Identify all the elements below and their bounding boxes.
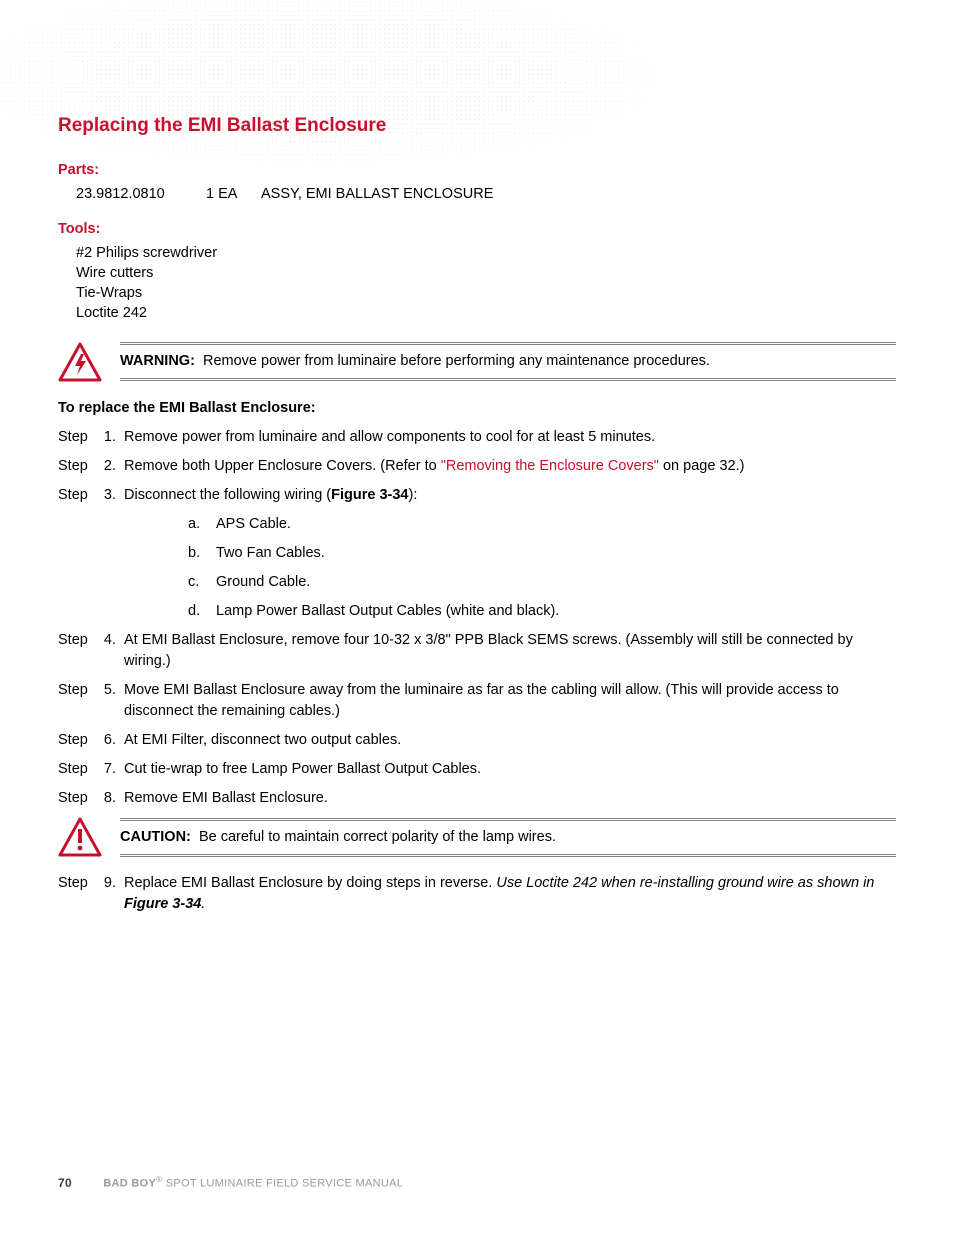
sub-text: Ground Cable. [216, 572, 896, 593]
tool-item: Wire cutters [76, 263, 896, 283]
tools-list: #2 Philips screwdriver Wire cutters Tie-… [58, 243, 896, 324]
step-num: 1. [98, 427, 124, 448]
step-word: Step [58, 427, 98, 448]
tools-label: Tools: [58, 219, 896, 240]
step-word: Step [58, 456, 98, 477]
footer-tail: SPOT LUMINAIRE FIELD SERVICE MANUAL [162, 1178, 403, 1190]
step-2-pre: Remove both Upper Enclosure Covers. (Ref… [124, 458, 441, 474]
step-text: At EMI Ballast Enclosure, remove four 10… [124, 630, 896, 672]
step-9-italic-post: . [201, 896, 205, 912]
page-content: Replacing the EMI Ballast Enclosure Part… [0, 0, 954, 915]
step-3-post: ): [408, 487, 417, 503]
sub-text: APS Cable. [216, 514, 896, 535]
parts-block: Parts: 23.9812.0810 1 EA ASSY, EMI BALLA… [58, 160, 896, 205]
step-word: Step [58, 873, 98, 915]
step-num: 2. [98, 456, 124, 477]
page-footer: 70 BAD BOY® SPOT LUMINAIRE FIELD SERVICE… [58, 1174, 403, 1193]
part-desc: ASSY, EMI BALLAST ENCLOSURE [261, 184, 493, 205]
footer-brand: BAD BOY [103, 1178, 156, 1190]
step-text: Remove both Upper Enclosure Covers. (Ref… [124, 456, 896, 477]
warning-label: WARNING: [120, 353, 195, 369]
step-1: Step 1. Remove power from luminaire and … [58, 427, 896, 448]
step-word: Step [58, 680, 98, 722]
parts-label: Parts: [58, 160, 896, 181]
parts-row: 23.9812.0810 1 EA ASSY, EMI BALLAST ENCL… [58, 184, 896, 205]
part-qty: 1 EA [206, 184, 261, 205]
sub-letter: d. [188, 601, 216, 622]
step-4: Step 4. At EMI Ballast Enclosure, remove… [58, 630, 896, 672]
step-text: Remove EMI Ballast Enclosure. [124, 788, 896, 809]
step-num: 9. [98, 873, 124, 915]
sub-text: Lamp Power Ballast Output Cables (white … [216, 601, 896, 622]
step-text: At EMI Filter, disconnect two output cab… [124, 730, 896, 751]
sub-text: Two Fan Cables. [216, 543, 896, 564]
xref-enclosure-covers[interactable]: "Removing the Enclosure Covers" [441, 458, 659, 474]
caution-label: CAUTION: [120, 829, 191, 845]
sub-letter: c. [188, 572, 216, 593]
sub-letter: b. [188, 543, 216, 564]
step-2-post: on page 32.) [659, 458, 744, 474]
step-3: Step 3. Disconnect the following wiring … [58, 485, 896, 506]
step-3b: b.Two Fan Cables. [58, 543, 896, 564]
step-text: Move EMI Ballast Enclosure away from the… [124, 680, 896, 722]
step-9-italic-pre: Use Loctite 242 when re-installing groun… [496, 875, 874, 891]
step-2: Step 2. Remove both Upper Enclosure Cove… [58, 456, 896, 477]
step-8: Step 8. Remove EMI Ballast Enclosure. [58, 788, 896, 809]
sub-letter: a. [188, 514, 216, 535]
step-6: Step 6. At EMI Filter, disconnect two ou… [58, 730, 896, 751]
step-word: Step [58, 788, 98, 809]
step-word: Step [58, 630, 98, 672]
figure-ref: Figure 3-34 [331, 487, 408, 503]
step-text: Cut tie-wrap to free Lamp Power Ballast … [124, 759, 896, 780]
step-num: 4. [98, 630, 124, 672]
step-9-plain: Replace EMI Ballast Enclosure by doing s… [124, 875, 496, 891]
warning-text: WARNING: Remove power from luminaire bef… [120, 342, 896, 381]
step-3c: c.Ground Cable. [58, 572, 896, 593]
section-title: Replacing the EMI Ballast Enclosure [58, 112, 896, 140]
procedure-heading: To replace the EMI Ballast Enclosure: [58, 398, 896, 419]
tools-block: Tools: #2 Philips screwdriver Wire cutte… [58, 219, 896, 324]
step-3a: a.APS Cable. [58, 514, 896, 535]
warning-bolt-icon [58, 342, 102, 382]
step-num: 8. [98, 788, 124, 809]
caution-callout: CAUTION: Be careful to maintain correct … [58, 817, 896, 857]
step-text: Disconnect the following wiring (Figure … [124, 485, 896, 506]
step-text: Remove power from luminaire and allow co… [124, 427, 896, 448]
step-3d: d.Lamp Power Ballast Output Cables (whit… [58, 601, 896, 622]
step-word: Step [58, 759, 98, 780]
step-7: Step 7. Cut tie-wrap to free Lamp Power … [58, 759, 896, 780]
caution-exclaim-icon [58, 817, 102, 857]
step-word: Step [58, 485, 98, 506]
step-num: 7. [98, 759, 124, 780]
caution-body: Be careful to maintain correct polarity … [199, 829, 556, 845]
caution-text: CAUTION: Be careful to maintain correct … [120, 818, 896, 857]
figure-ref: Figure 3-34 [124, 896, 201, 912]
tool-item: Tie-Wraps [76, 283, 896, 303]
step-3-pre: Disconnect the following wiring ( [124, 487, 331, 503]
step-text: Replace EMI Ballast Enclosure by doing s… [124, 873, 896, 915]
step-word: Step [58, 730, 98, 751]
step-num: 5. [98, 680, 124, 722]
step-5: Step 5. Move EMI Ballast Enclosure away … [58, 680, 896, 722]
part-number: 23.9812.0810 [76, 184, 206, 205]
warning-callout: WARNING: Remove power from luminaire bef… [58, 342, 896, 382]
tool-item: #2 Philips screwdriver [76, 243, 896, 263]
step-9: Step 9. Replace EMI Ballast Enclosure by… [58, 873, 896, 915]
step-num: 6. [98, 730, 124, 751]
page-number: 70 [58, 1176, 72, 1190]
warning-body: Remove power from luminaire before perfo… [203, 353, 710, 369]
step-num: 3. [98, 485, 124, 506]
tool-item: Loctite 242 [76, 303, 896, 323]
